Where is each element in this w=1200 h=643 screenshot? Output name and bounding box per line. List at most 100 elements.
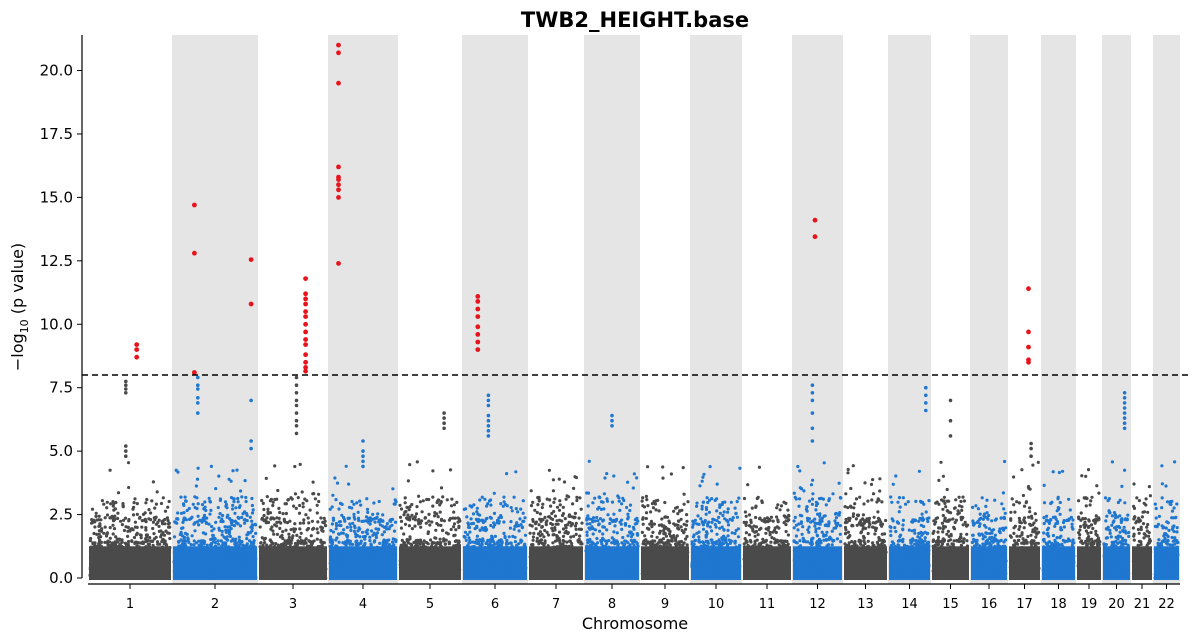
snp-point <box>345 525 349 530</box>
snp-point <box>97 514 101 518</box>
snp-point <box>377 499 381 504</box>
snp-point <box>550 526 554 530</box>
snp-point <box>532 546 537 551</box>
snp-point <box>670 576 675 580</box>
snp-point <box>180 560 184 565</box>
snp-point <box>245 552 249 556</box>
snp-point <box>229 479 233 483</box>
snp-point <box>455 543 459 547</box>
snp-point <box>709 563 713 567</box>
snp-point <box>946 529 951 534</box>
snp-point <box>748 538 753 543</box>
snp-point <box>821 568 826 573</box>
snp-point <box>378 541 382 546</box>
snp-point <box>901 547 905 551</box>
band-chr-6 <box>462 35 528 584</box>
snp-point <box>185 547 189 552</box>
snp-point <box>715 557 719 561</box>
snp-point <box>711 570 715 574</box>
snp-point <box>321 573 325 577</box>
snp-point <box>901 537 905 541</box>
snp-point <box>260 560 264 564</box>
snp-point <box>209 565 213 570</box>
snp-point <box>822 538 826 542</box>
snp-point <box>591 554 595 558</box>
snp-point <box>628 508 632 513</box>
snp-point <box>421 543 425 547</box>
snp-point <box>650 554 654 558</box>
snp-point <box>781 541 785 545</box>
snp-point <box>204 532 208 536</box>
snp-point <box>591 516 596 520</box>
snp-point <box>155 569 159 573</box>
snp-point <box>287 571 292 575</box>
snp-point <box>574 532 578 537</box>
snp-point <box>846 471 850 475</box>
snp-point <box>942 562 946 566</box>
snp-point <box>280 555 284 559</box>
snp-point <box>661 558 665 563</box>
snp-point <box>216 542 221 546</box>
snp-point <box>849 505 853 509</box>
snp-point <box>681 466 685 470</box>
snp-point <box>383 525 387 530</box>
snp-point <box>960 508 964 512</box>
snp-point <box>971 505 975 509</box>
snp-point <box>382 553 386 557</box>
snp-point <box>691 525 695 529</box>
snp-point <box>438 510 442 514</box>
snp-point <box>727 554 731 558</box>
snp-point <box>704 535 708 539</box>
snp-point <box>866 539 870 543</box>
snp-point <box>453 539 457 544</box>
snp-point <box>713 498 717 502</box>
snp-point <box>602 492 607 496</box>
snp-point <box>693 518 698 522</box>
snp-point <box>648 522 652 526</box>
snp-point <box>679 573 683 577</box>
snp-point <box>483 497 487 501</box>
snp-point <box>231 503 235 507</box>
snp-point <box>551 541 555 545</box>
snp-point <box>343 563 347 567</box>
snp-point <box>716 551 720 555</box>
snp-point <box>854 497 859 501</box>
snp-point <box>904 575 908 579</box>
snp-point <box>100 527 104 531</box>
snp-point <box>432 576 436 580</box>
snp-point <box>214 556 219 561</box>
snp-point <box>251 508 255 512</box>
snp-point <box>475 534 479 538</box>
snp-point <box>528 555 532 559</box>
snp-point <box>695 531 699 535</box>
snp-point <box>866 499 870 503</box>
snp-point <box>903 558 907 562</box>
snp-point <box>197 539 201 543</box>
snp-point <box>283 502 287 506</box>
snp-point <box>271 563 275 568</box>
snp-point <box>558 503 562 507</box>
snp-point <box>110 575 114 579</box>
snp-point <box>448 516 452 521</box>
snp-point <box>965 544 970 548</box>
snp-point <box>941 537 945 541</box>
snp-point <box>707 510 712 514</box>
snp-point <box>296 542 300 546</box>
snp-point <box>754 515 758 520</box>
snp-point <box>353 560 357 564</box>
snp-point <box>729 500 733 504</box>
snp-point <box>596 519 600 523</box>
snp-point <box>757 465 762 469</box>
snp-point <box>191 572 195 577</box>
snp-point <box>441 562 445 566</box>
snp-point <box>299 538 303 542</box>
snp-point <box>453 516 457 520</box>
snp-point <box>193 506 197 510</box>
snp-point <box>278 563 282 567</box>
snp-point <box>959 535 963 539</box>
snp-point <box>569 524 573 528</box>
snp-point <box>729 559 733 563</box>
snp-point <box>607 548 611 553</box>
snp-point <box>334 521 338 526</box>
snp-point <box>756 573 760 577</box>
